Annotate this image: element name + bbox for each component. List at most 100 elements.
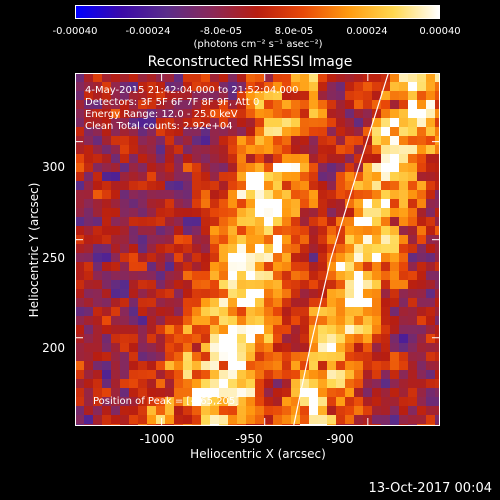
heatmap-pixel (219, 415, 229, 425)
heatmap-pixel (75, 370, 85, 380)
heatmap-pixel (372, 100, 382, 110)
heatmap-pixel (102, 379, 112, 389)
heatmap-pixel (309, 100, 319, 110)
heatmap-pixel (102, 361, 112, 371)
heatmap-pixel (93, 127, 103, 137)
heatmap-pixel (282, 190, 292, 200)
heatmap-pixel (390, 379, 400, 389)
heatmap-pixel (318, 109, 328, 119)
heatmap-pixel (309, 415, 319, 425)
heatmap-pixel (426, 145, 436, 155)
heatmap-pixel (138, 100, 148, 110)
heatmap-pixel (336, 379, 346, 389)
heatmap-pixel (399, 262, 409, 272)
heatmap-pixel (210, 298, 220, 308)
heatmap-pixel (210, 406, 220, 416)
heatmap-pixel (291, 217, 301, 227)
heatmap-pixel (273, 208, 283, 218)
heatmap-pixel (345, 334, 355, 344)
heatmap-pixel (156, 226, 166, 236)
heatmap-pixel (336, 298, 346, 308)
heatmap-pixel (75, 262, 85, 272)
heatmap-pixel (192, 154, 202, 164)
heatmap-pixel (363, 262, 373, 272)
heatmap-pixel (210, 280, 220, 290)
heatmap-pixel (147, 217, 157, 227)
heatmap-pixel (228, 100, 238, 110)
heatmap-pixel (372, 325, 382, 335)
heatmap-pixel (156, 325, 166, 335)
heatmap-pixel (192, 307, 202, 317)
heatmap-pixel (219, 172, 229, 182)
heatmap-pixel (309, 271, 319, 281)
heatmap-pixel (174, 415, 184, 425)
plot-frame (75, 73, 440, 426)
heatmap-pixel (336, 415, 346, 425)
heatmap-pixel (201, 100, 211, 110)
heatmap-pixel (354, 406, 364, 416)
heatmap-pixel (426, 199, 436, 209)
heatmap-pixel (345, 415, 355, 425)
heatmap-pixel (327, 235, 337, 245)
heatmap-pixel (327, 379, 337, 389)
heatmap-pixel (237, 91, 247, 101)
heatmap-pixel (381, 226, 391, 236)
heatmap-pixel (300, 154, 310, 164)
heatmap-pixel (111, 262, 121, 272)
heatmap-pixel (426, 163, 436, 173)
heatmap-pixel (345, 370, 355, 380)
heatmap-pixel (120, 271, 130, 281)
heatmap-pixel (75, 91, 85, 101)
heatmap-pixel (210, 397, 220, 407)
heatmap-pixel (219, 343, 229, 353)
heatmap-pixel (264, 163, 274, 173)
heatmap-pixel (237, 253, 247, 263)
heatmap-pixel (264, 262, 274, 272)
heatmap-pixel (291, 397, 301, 407)
heatmap-pixel (192, 226, 202, 236)
heatmap-pixel (75, 82, 85, 92)
heatmap-pixel (84, 118, 94, 128)
heatmap-pixel (336, 100, 346, 110)
heatmap-pixel (183, 190, 193, 200)
heatmap-pixel (201, 388, 211, 398)
heatmap-pixel (363, 82, 373, 92)
heatmap-pixel (183, 334, 193, 344)
heatmap-pixel (93, 379, 103, 389)
heatmap-pixel (327, 217, 337, 227)
heatmap-pixel (426, 379, 436, 389)
heatmap-pixel (300, 100, 310, 110)
heatmap-pixel (390, 145, 400, 155)
heatmap-pixel (390, 397, 400, 407)
heatmap-pixel (75, 388, 85, 398)
heatmap-pixel (93, 145, 103, 155)
heatmap-pixel (381, 415, 391, 425)
heatmap-pixel (336, 289, 346, 299)
heatmap-pixel (129, 172, 139, 182)
heatmap-pixel (120, 262, 130, 272)
heatmap-pixel (174, 253, 184, 263)
heatmap-pixel (300, 397, 310, 407)
heatmap-pixel (84, 325, 94, 335)
heatmap-pixel (156, 82, 166, 92)
heatmap-pixel (327, 199, 337, 209)
heatmap-pixel (75, 271, 85, 281)
heatmap-pixel (174, 226, 184, 236)
heatmap-pixel (345, 298, 355, 308)
heatmap-pixel (336, 334, 346, 344)
heatmap-pixel (273, 352, 283, 362)
heatmap-pixel (201, 190, 211, 200)
heatmap-pixel (318, 172, 328, 182)
heatmap-pixel (426, 217, 436, 227)
heatmap-pixel (408, 262, 418, 272)
heatmap-pixel (336, 181, 346, 191)
heatmap-pixel (399, 136, 409, 146)
heatmap-pixel (399, 325, 409, 335)
heatmap-pixel (291, 244, 301, 254)
heatmap-pixel (183, 415, 193, 425)
heatmap-pixel (327, 136, 337, 146)
heatmap-pixel (111, 379, 121, 389)
heatmap-pixel (192, 91, 202, 101)
heatmap-pixel (255, 172, 265, 182)
heatmap-pixel (291, 118, 301, 128)
